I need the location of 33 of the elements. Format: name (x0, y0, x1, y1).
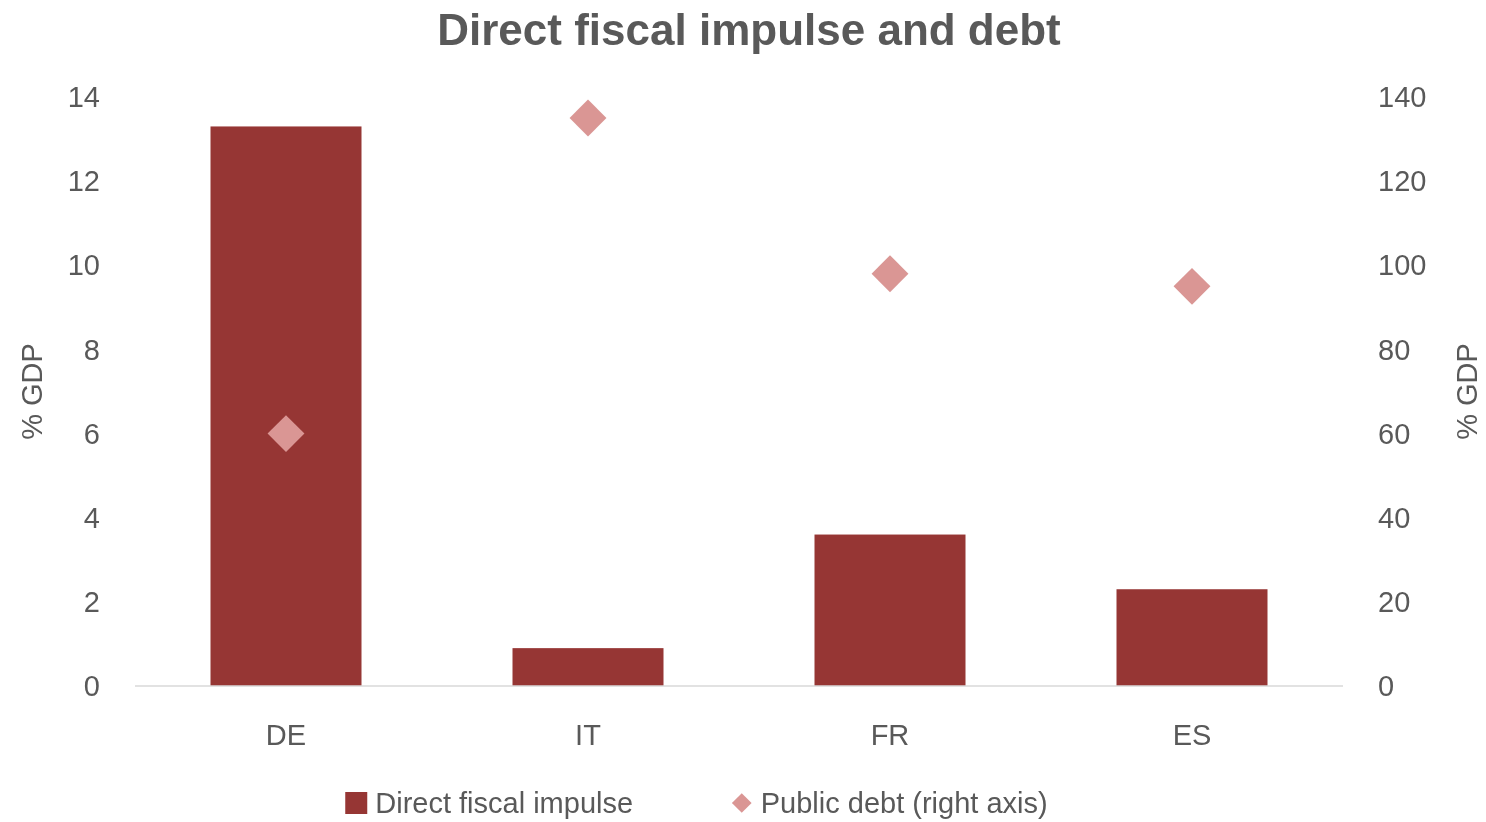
legend-label: Direct fiscal impulse (375, 787, 634, 820)
bar (210, 126, 362, 686)
y-tick-label: 10 (67, 249, 100, 282)
y-tick-label: 0 (83, 670, 100, 703)
x-tick-label: DE (265, 719, 307, 752)
y-tick-label: 2 (83, 586, 100, 619)
bar (1116, 589, 1268, 686)
chart-title: Direct fiscal impulse and debt (437, 5, 1062, 54)
x-tick-label: FR (870, 719, 910, 752)
point (1173, 267, 1211, 305)
point (267, 415, 305, 453)
y2-tick-label: 0 (1378, 670, 1395, 703)
y2-tick-label: 40 (1378, 501, 1411, 534)
y2-tick-label: 20 (1378, 586, 1411, 619)
bar (512, 648, 664, 686)
y-tick-label: 14 (67, 81, 100, 114)
point (569, 99, 607, 137)
x-tick-label: ES (1172, 719, 1212, 752)
legend-label: Public debt (right axis) (760, 787, 1048, 820)
y2-axis-title: % GDP (1451, 343, 1483, 440)
y-tick-label: 12 (67, 165, 100, 198)
y-tick-label: 4 (83, 501, 100, 534)
y2-tick-label: 140 (1378, 81, 1427, 114)
y2-tick-label: 80 (1378, 333, 1411, 366)
point (871, 255, 909, 293)
y-tick-label: 8 (83, 333, 100, 366)
y-axis-title: % GDP (16, 343, 48, 440)
bar (814, 534, 966, 686)
y2-tick-label: 100 (1378, 249, 1427, 282)
y-tick-label: 6 (83, 417, 100, 450)
y2-tick-label: 120 (1378, 165, 1427, 198)
y2-tick-label: 60 (1378, 417, 1411, 450)
x-tick-label: IT (575, 719, 602, 752)
